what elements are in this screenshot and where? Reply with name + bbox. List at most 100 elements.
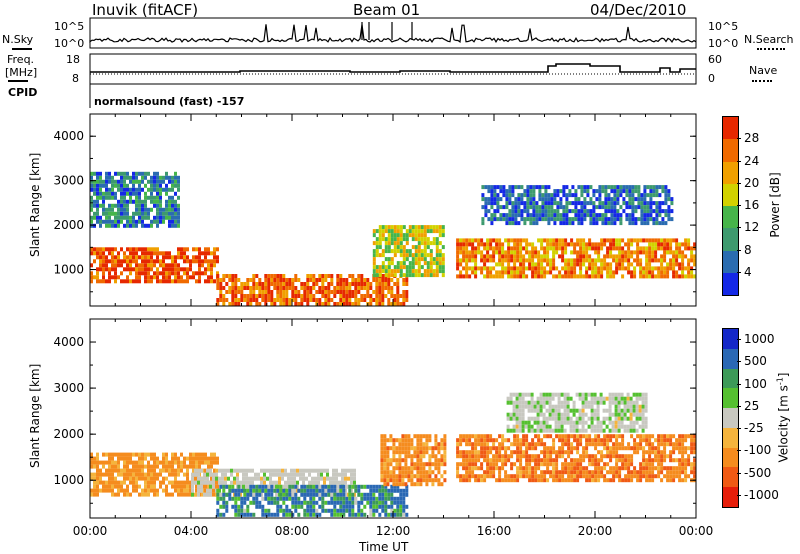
power-cell bbox=[687, 238, 691, 243]
velocity-cell bbox=[366, 484, 370, 489]
velocity-cell bbox=[93, 460, 96, 465]
velocity-cell bbox=[117, 488, 120, 493]
power-cell bbox=[637, 217, 641, 222]
velocity-cell bbox=[410, 478, 414, 483]
velocity-cell bbox=[629, 428, 633, 433]
power-cell bbox=[381, 286, 385, 290]
velocity-cell bbox=[608, 408, 612, 413]
power-cell bbox=[168, 223, 171, 228]
velocity-cell bbox=[395, 438, 399, 443]
velocity-cell bbox=[519, 442, 523, 447]
power-cell bbox=[405, 298, 409, 302]
velocity-cell bbox=[596, 420, 600, 425]
velocity-cell bbox=[234, 496, 238, 501]
power-cell bbox=[177, 275, 180, 280]
cpid-label: CPID bbox=[8, 86, 38, 99]
power-cell bbox=[579, 270, 583, 275]
power-cell bbox=[387, 298, 391, 302]
velocity-cell bbox=[147, 492, 150, 497]
power-cell bbox=[664, 185, 668, 190]
power-cell bbox=[417, 229, 421, 234]
velocity-cell bbox=[663, 438, 667, 443]
velocity-cell bbox=[410, 454, 414, 459]
power-cell bbox=[135, 259, 138, 264]
velocity-cell bbox=[132, 464, 135, 469]
power-cell bbox=[150, 247, 153, 252]
power-cell bbox=[519, 266, 523, 271]
velocity-cell bbox=[150, 488, 153, 493]
velocity-cell bbox=[489, 470, 493, 475]
velocity-cell bbox=[162, 468, 165, 473]
velocity-cell bbox=[348, 496, 352, 501]
power-cell bbox=[150, 187, 153, 192]
power-cell bbox=[393, 282, 397, 286]
velocity-cell bbox=[486, 446, 490, 451]
velocity-cell bbox=[425, 450, 429, 455]
velocity-cell bbox=[386, 466, 390, 471]
power-cell bbox=[576, 238, 580, 243]
velocity-cell bbox=[536, 400, 540, 405]
velocity-cell bbox=[141, 464, 144, 469]
velocity-cell bbox=[614, 400, 618, 405]
velocity-cell bbox=[407, 454, 411, 459]
power-cell bbox=[528, 258, 532, 263]
power-cell bbox=[496, 193, 500, 198]
power-cell bbox=[231, 290, 235, 294]
velocity-cell bbox=[375, 500, 379, 505]
velocity-cell bbox=[231, 496, 235, 501]
power-cell bbox=[396, 294, 400, 298]
power-cell bbox=[589, 201, 593, 206]
velocity-cell bbox=[471, 466, 475, 471]
velocity-cell bbox=[363, 492, 367, 497]
velocity-cell bbox=[560, 400, 564, 405]
velocity-cell bbox=[513, 474, 517, 479]
velocity-cell bbox=[618, 434, 622, 439]
power-cell bbox=[507, 238, 511, 243]
velocity-cell bbox=[551, 408, 555, 413]
velocity-cell bbox=[663, 442, 667, 447]
velocity-cell bbox=[296, 484, 299, 489]
velocity-cell bbox=[641, 412, 645, 417]
power-cell bbox=[327, 282, 331, 286]
power-cell bbox=[138, 263, 141, 268]
power-cell bbox=[258, 290, 262, 294]
power-cell bbox=[108, 279, 111, 284]
velocity-cell bbox=[369, 496, 373, 501]
power-cell bbox=[105, 279, 108, 284]
power-cell bbox=[601, 185, 605, 190]
velocity-cell bbox=[410, 466, 414, 471]
velocity-cell bbox=[557, 408, 561, 413]
power-cell bbox=[526, 205, 530, 210]
power-cell bbox=[141, 255, 144, 260]
velocity-cell bbox=[603, 446, 607, 451]
power-cell bbox=[402, 298, 406, 302]
power-cell bbox=[462, 266, 466, 271]
power-cell bbox=[417, 241, 421, 246]
power-cell bbox=[519, 270, 523, 275]
power-cell bbox=[639, 266, 643, 271]
power-cell bbox=[108, 251, 111, 256]
velocity-cell bbox=[636, 450, 640, 455]
power-cell bbox=[495, 238, 499, 243]
velocity-cell bbox=[519, 462, 523, 467]
velocity-cell bbox=[566, 400, 570, 405]
velocity-cell bbox=[192, 456, 195, 461]
velocity-cell bbox=[216, 508, 220, 513]
power-cell bbox=[153, 187, 156, 192]
power-cell bbox=[435, 241, 439, 246]
velocity-cell bbox=[332, 468, 335, 473]
velocity-cell bbox=[234, 492, 238, 497]
velocity-cell bbox=[177, 456, 180, 461]
power-cell bbox=[435, 229, 439, 234]
power-cell bbox=[339, 290, 343, 294]
power-cell bbox=[538, 197, 542, 202]
power-cell bbox=[405, 273, 409, 278]
velocity-cell bbox=[524, 400, 528, 405]
velocity-cell bbox=[516, 454, 520, 459]
power-cell bbox=[318, 298, 322, 302]
velocity-cell bbox=[684, 434, 688, 439]
velocity-cell bbox=[518, 420, 522, 425]
power-cell bbox=[144, 175, 147, 180]
power-cell bbox=[369, 294, 373, 298]
velocity-cell bbox=[561, 434, 565, 439]
